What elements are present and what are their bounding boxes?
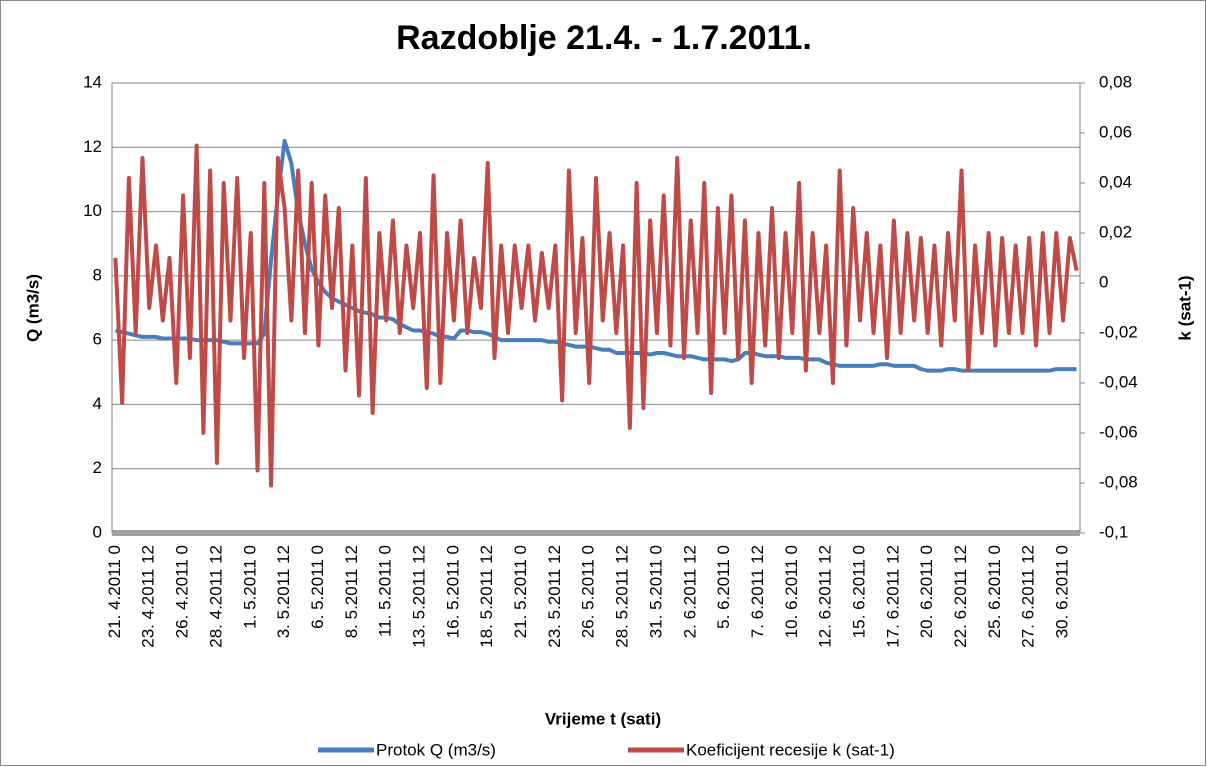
y2-tick-label: -0,02 (1099, 322, 1138, 341)
y2-tick-label: 0,08 (1099, 72, 1132, 91)
y-tick-label: 12 (83, 137, 102, 156)
y-tick-label: 2 (93, 458, 102, 477)
y-tick-label: 14 (83, 72, 102, 91)
x-tick-label: 10. 6.2011 0 (782, 545, 801, 638)
y2-axis-label: k (sat-1) (1175, 275, 1194, 340)
y-tick-label: 10 (83, 201, 102, 220)
x-tick-label: 31. 5.2011 0 (646, 545, 665, 638)
x-tick-label: 23. 4.2011 12 (139, 545, 158, 648)
x-tick-label: 27. 6.2011 12 (1019, 545, 1038, 648)
x-tick-label: 30. 6.2011 0 (1053, 545, 1072, 638)
x-tick-label: 8. 5.2011 12 (342, 545, 361, 638)
x-tick-label: 26. 4.2011 0 (173, 545, 192, 638)
legend-label: Koeficijent recesije k (sat-1) (686, 740, 895, 759)
y2-tick-label: -0,08 (1099, 472, 1138, 491)
chart-title: Razdoblje 21.4. - 1.7.2011. (396, 19, 812, 57)
x-tick-label: 21. 5.2011 0 (511, 545, 530, 638)
x-tick-label: 15. 6.2011 0 (849, 545, 868, 638)
x-tick-label: 28. 5.2011 12 (613, 545, 632, 648)
y2-tick-label: -0,1 (1099, 522, 1128, 541)
x-tick-label: 5. 6.2011 0 (714, 545, 733, 629)
x-tick-label: 23. 5.2011 12 (545, 545, 564, 648)
x-tick-label: 16. 5.2011 0 (443, 545, 462, 638)
x-axis-label: Vrijeme t (sati) (545, 709, 661, 728)
x-tick-label: 28. 4.2011 12 (206, 545, 225, 648)
series-line (113, 143, 1079, 488)
y2-tick-label: 0,02 (1099, 222, 1132, 241)
y2-tick-label: 0 (1099, 272, 1108, 291)
x-tick-label: 1. 5.2011 0 (240, 545, 259, 629)
x-tick-label: 20. 6.2011 0 (917, 545, 936, 638)
y2-tick-label: -0,04 (1099, 372, 1138, 391)
x-tick-label: 12. 6.2011 12 (816, 545, 835, 648)
x-tick-label: 13. 5.2011 12 (409, 545, 428, 648)
y-tick-label: 4 (93, 394, 102, 413)
x-tick-label: 26. 5.2011 0 (579, 545, 598, 638)
x-tick-label: 21. 4.2011 0 (105, 545, 124, 638)
y2-tick-label: -0,06 (1099, 422, 1138, 441)
x-tick-label: 3. 5.2011 12 (274, 545, 293, 638)
x-tick-label: 11. 5.2011 0 (376, 545, 395, 637)
x-tick-label: 17. 6.2011 12 (883, 545, 902, 648)
y-tick-label: 6 (93, 330, 102, 349)
y-axis-label: Q (m3/s) (23, 274, 42, 342)
legend-label: Protok Q (m3/s) (376, 740, 496, 759)
x-tick-label: 6. 5.2011 0 (308, 545, 327, 629)
y2-tick-label: 0,06 (1099, 122, 1132, 141)
y2-tick-label: 0,04 (1099, 172, 1132, 191)
x-tick-label: 22. 6.2011 12 (951, 545, 970, 648)
y-tick-label: 0 (93, 522, 102, 541)
x-tick-label: 25. 6.2011 0 (985, 545, 1004, 638)
x-tick-label: 2. 6.2011 12 (680, 545, 699, 638)
x-tick-label: 18. 5.2011 12 (477, 545, 496, 648)
y-tick-label: 8 (93, 265, 102, 284)
x-tick-label: 7. 6.2011 12 (748, 545, 767, 638)
